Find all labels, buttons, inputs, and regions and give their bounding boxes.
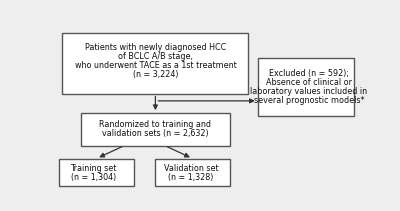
Text: laboratory values included in: laboratory values included in (250, 87, 368, 96)
Text: Validation set: Validation set (164, 164, 218, 173)
Text: Randomized to training and: Randomized to training and (100, 120, 211, 129)
Text: Training set: Training set (70, 164, 116, 173)
FancyBboxPatch shape (81, 113, 230, 146)
Text: (n = 1,328): (n = 1,328) (168, 173, 214, 182)
Text: several prognostic models*: several prognostic models* (254, 96, 364, 105)
FancyBboxPatch shape (258, 58, 354, 116)
Text: Patients with newly diagnosed HCC: Patients with newly diagnosed HCC (85, 43, 226, 52)
Text: Excluded (n = 592);: Excluded (n = 592); (269, 69, 349, 78)
Text: (n = 1,304): (n = 1,304) (71, 173, 116, 182)
Text: of BCLC A/B stage,: of BCLC A/B stage, (118, 52, 193, 61)
Text: Absence of clinical or: Absence of clinical or (266, 78, 352, 87)
FancyBboxPatch shape (59, 158, 134, 186)
Text: validation sets (n = 2,632): validation sets (n = 2,632) (102, 129, 209, 138)
Text: (n = 3,224): (n = 3,224) (133, 70, 178, 79)
Text: who underwent TACE as a 1st treatment: who underwent TACE as a 1st treatment (74, 61, 236, 70)
FancyBboxPatch shape (155, 158, 230, 186)
FancyBboxPatch shape (62, 33, 248, 93)
